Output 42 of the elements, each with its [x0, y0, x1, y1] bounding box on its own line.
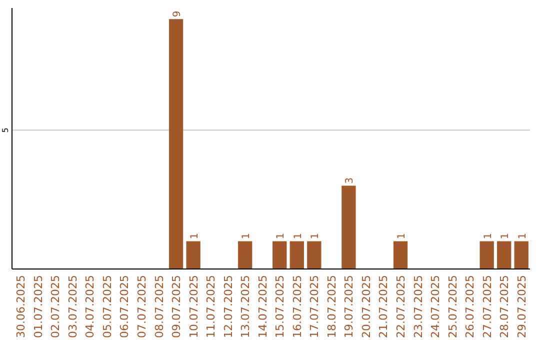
- x-tick-label: 28.07.2025: [498, 275, 512, 338]
- x-tick-label: 02.07.2025: [49, 275, 62, 338]
- x-tick-label: 23.07.2025: [412, 275, 425, 338]
- x-tick-label: 05.07.2025: [100, 275, 114, 338]
- x-tick-label: 13.07.2025: [239, 275, 252, 338]
- x-tick-label: 16.07.2025: [290, 275, 304, 338]
- x-tick-label: 06.07.2025: [118, 275, 132, 338]
- x-tick-label: 20.07.2025: [360, 275, 373, 338]
- x-tick-label: 21.07.2025: [377, 275, 390, 338]
- x-tick-label: 18.07.2025: [325, 275, 338, 338]
- x-tick-label: 09.07.2025: [170, 275, 184, 338]
- x-tick-label: 17.07.2025: [308, 275, 322, 338]
- x-tick-label: 01.07.2025: [32, 275, 45, 338]
- x-tick-label: 26.07.2025: [464, 275, 477, 338]
- x-tick-label: 24.07.2025: [429, 275, 442, 338]
- data-label: 1: [517, 232, 528, 240]
- x-tick-label: 07.07.2025: [136, 275, 148, 338]
- x-tick-label: 10.07.2025: [187, 275, 200, 338]
- x-tick-label: 03.07.2025: [66, 275, 80, 338]
- x-tick-label: 22.07.2025: [394, 275, 408, 338]
- x-tick-label: 19.07.2025: [342, 275, 356, 338]
- data-label: 1: [241, 232, 252, 240]
- data-label: 9: [172, 10, 184, 18]
- x-tick-label: 25.07.2025: [446, 275, 460, 338]
- data-label: 1: [310, 232, 322, 240]
- data-label: 1: [189, 232, 200, 240]
- y-tick-label: 5: [1, 128, 10, 133]
- data-label: 3: [344, 177, 356, 184]
- x-tick-label: 12.07.2025: [222, 275, 235, 338]
- data-label: 1: [292, 232, 304, 240]
- data-label: 1: [396, 232, 408, 240]
- x-tick-label: 15.07.2025: [274, 275, 287, 338]
- x-tick-label: 29.07.2025: [515, 275, 528, 338]
- x-tick-label: 11.07.2025: [204, 275, 218, 338]
- x-tick-label: 30.06.2025: [14, 275, 28, 338]
- x-tick-label: 08.07.2025: [152, 275, 166, 338]
- data-label: 1: [482, 232, 494, 240]
- x-tick-label: 04.07.2025: [84, 275, 97, 338]
- x-tick-label: 14.07.2025: [256, 275, 270, 338]
- x-tick-label: 27.07.2025: [480, 275, 494, 338]
- data-label: 1: [500, 232, 512, 240]
- data-label: 1: [276, 232, 287, 240]
